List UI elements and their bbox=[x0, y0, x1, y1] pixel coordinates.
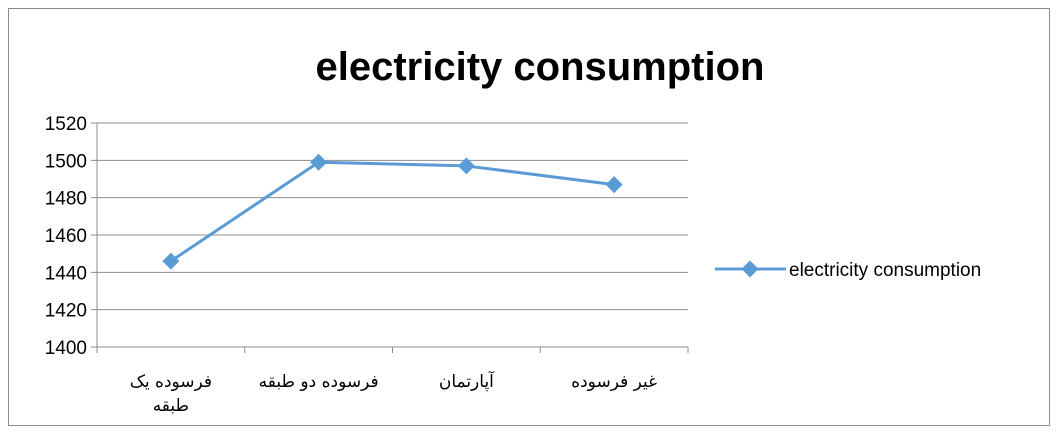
series-group bbox=[162, 153, 623, 270]
data-point-2 bbox=[457, 157, 475, 175]
data-point-0 bbox=[162, 252, 180, 270]
y-axis: 1400 1420 1440 1460 1480 1500 1520 bbox=[45, 114, 98, 359]
y-tick-label: 1500 bbox=[45, 151, 87, 172]
chart-frame bbox=[8, 8, 1050, 426]
x-tick-label: طبقه bbox=[153, 396, 189, 416]
data-point-1 bbox=[310, 153, 328, 171]
series-line bbox=[170, 160, 615, 263]
y-tick-label: 1420 bbox=[45, 301, 87, 322]
legend-marker bbox=[741, 260, 759, 278]
data-point-3 bbox=[605, 176, 623, 194]
legend: electricity consumption bbox=[715, 260, 981, 281]
x-tick-label: آپارتمان bbox=[439, 370, 495, 392]
y-tick-label: 1460 bbox=[45, 226, 87, 247]
y-tick-label: 1520 bbox=[45, 114, 87, 135]
x-axis: فرسوده یک طبقه فرسوده دو طبقه آپارتمان غیر ف… bbox=[96, 347, 689, 416]
chart-title: electricity consumption bbox=[316, 45, 765, 89]
y-tick-label: 1400 bbox=[45, 338, 87, 359]
y-tick-label: 1480 bbox=[45, 189, 87, 210]
legend-label: electricity consumption bbox=[789, 260, 981, 281]
x-tick-label: غیر فرسوده bbox=[571, 372, 657, 392]
y-tick-label: 1440 bbox=[45, 263, 87, 284]
gridlines bbox=[91, 122, 688, 348]
x-tick-label: فرسوده یک bbox=[130, 372, 212, 392]
x-tick-label: فرسوده دو طبقه bbox=[259, 372, 379, 392]
